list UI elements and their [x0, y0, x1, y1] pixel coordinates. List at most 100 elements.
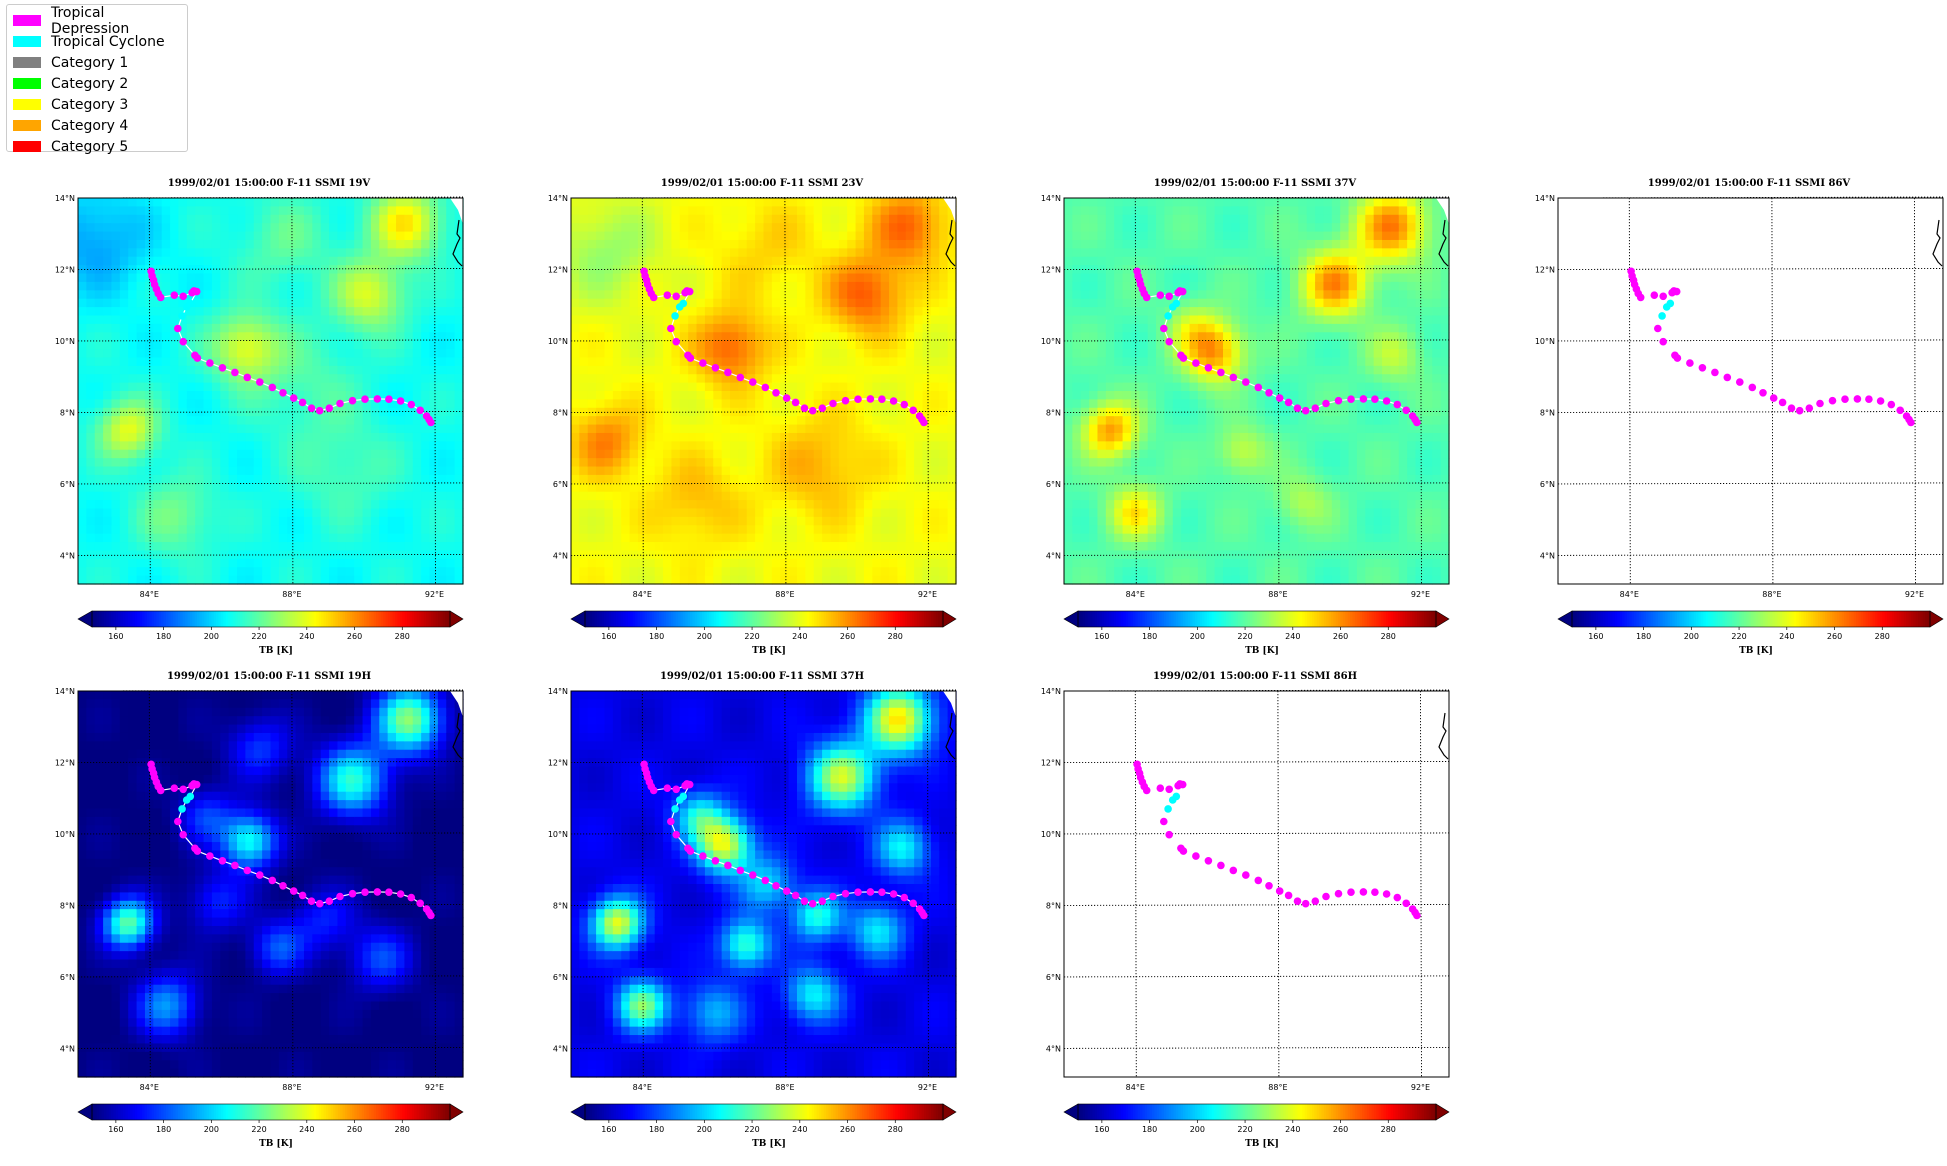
lat-tick-label: 8°N: [1046, 901, 1061, 910]
legend-item: Category 3: [13, 94, 187, 115]
lon-tick-label: 84°E: [140, 1083, 159, 1092]
lon-tick-label: 84°E: [1126, 1083, 1145, 1092]
tb-field: [571, 691, 957, 1078]
track-point: [361, 395, 369, 403]
track-point: [1180, 847, 1188, 855]
lon-tick-label: 92°E: [918, 1083, 937, 1092]
lon-tick-label: 92°E: [1905, 590, 1924, 599]
colorbar-tick-label: 260: [1333, 1125, 1348, 1134]
lon-tick-label: 84°E: [633, 590, 652, 599]
lon-tick-label: 84°E: [1126, 590, 1145, 599]
colorbar-label: TB [K]: [1245, 646, 1279, 656]
colorbar-tick-label: 200: [1190, 632, 1205, 641]
colorbar-tick-label: 240: [299, 632, 314, 641]
lat-tick-label: 6°N: [1046, 973, 1061, 982]
colorbar-tick-label: 160: [601, 1125, 616, 1134]
tb-field: [78, 198, 464, 585]
track-point: [308, 897, 316, 905]
lon-tick-label: 92°E: [918, 590, 937, 599]
lat-tick-label: 6°N: [60, 973, 75, 982]
track-point: [231, 862, 239, 870]
colorbar-tick-label: 180: [156, 632, 171, 641]
lat-tick-label: 8°N: [60, 901, 75, 910]
track-point: [279, 389, 287, 397]
track-point: [1699, 364, 1707, 372]
track-point: [1674, 354, 1682, 362]
colorbar-tick-label: 160: [1094, 1125, 1109, 1134]
parallel-line: [1064, 904, 1449, 905]
track-point: [1394, 894, 1402, 902]
track-point: [1383, 890, 1391, 898]
track-point: [1265, 389, 1273, 397]
track-point: [920, 419, 928, 427]
track-point: [1816, 400, 1824, 408]
track-point: [1841, 395, 1849, 403]
colorbar-low-arrow: [1064, 1104, 1078, 1120]
track-point: [1673, 288, 1681, 296]
track-point: [664, 784, 672, 792]
track-point: [724, 369, 732, 377]
parallel-line: [1558, 340, 1943, 341]
lat-tick-label: 4°N: [60, 551, 75, 560]
track-point: [686, 781, 694, 789]
track-point: [1659, 293, 1667, 301]
track-point: [1169, 303, 1177, 311]
lat-tick-label: 14°N: [1041, 194, 1061, 203]
track-point: [671, 805, 679, 813]
track-point: [749, 871, 757, 879]
track-point: [1711, 369, 1719, 377]
track-point: [157, 787, 165, 795]
lat-tick-label: 10°N: [1535, 337, 1555, 346]
colorbar-tick-label: 160: [108, 632, 123, 641]
legend-label: Category 4: [51, 118, 128, 134]
colorbar-tick-label: 220: [744, 632, 759, 641]
track-point: [1242, 871, 1250, 879]
colorbar-low-arrow: [1558, 611, 1572, 627]
track-point: [1335, 890, 1343, 898]
meridian-line: [1278, 691, 1279, 1077]
lat-tick-label: 6°N: [1540, 480, 1555, 489]
track-point: [1192, 359, 1200, 367]
legend-label: Tropical Cyclone: [51, 34, 165, 50]
colorbar-tick-label: 200: [204, 1125, 219, 1134]
lat-tick-label: 14°N: [1535, 194, 1555, 203]
colorbar-label: TB [K]: [1245, 1139, 1279, 1149]
lat-tick-label: 6°N: [553, 480, 568, 489]
track-point: [427, 419, 435, 427]
track-point: [1205, 364, 1213, 372]
legend-item: Category 2: [13, 73, 187, 94]
lat-tick-label: 8°N: [553, 408, 568, 417]
legend-swatch: [13, 15, 41, 26]
track-point: [809, 900, 817, 908]
colorbar-tick-label: 280: [1381, 632, 1396, 641]
lon-tick-label: 88°E: [282, 1083, 301, 1092]
colorbar-high-arrow: [943, 1104, 956, 1120]
track-point: [1394, 401, 1402, 409]
track-point: [269, 877, 277, 885]
colorbar-tick-label: 200: [1190, 1125, 1205, 1134]
colorbar-high-arrow: [1436, 1104, 1449, 1120]
track-point: [269, 384, 277, 392]
legend-swatch: [13, 141, 41, 152]
colorbar-high-arrow: [1436, 611, 1449, 627]
lat-tick-label: 14°N: [55, 194, 75, 203]
colorbar-tick-label: 220: [251, 1125, 266, 1134]
lat-tick-label: 12°N: [1041, 265, 1061, 274]
track-point: [316, 900, 324, 908]
parallel-line: [1064, 976, 1449, 977]
track-point: [1255, 384, 1263, 392]
colorbar-tick-label: 240: [1285, 632, 1300, 641]
track-point: [219, 364, 227, 372]
track-point: [829, 893, 837, 901]
track-point: [920, 912, 928, 920]
lon-tick-label: 84°E: [1620, 590, 1639, 599]
track-point: [1686, 359, 1694, 367]
track-point: [1888, 401, 1896, 409]
colorbar-label: TB [K]: [1739, 646, 1773, 656]
